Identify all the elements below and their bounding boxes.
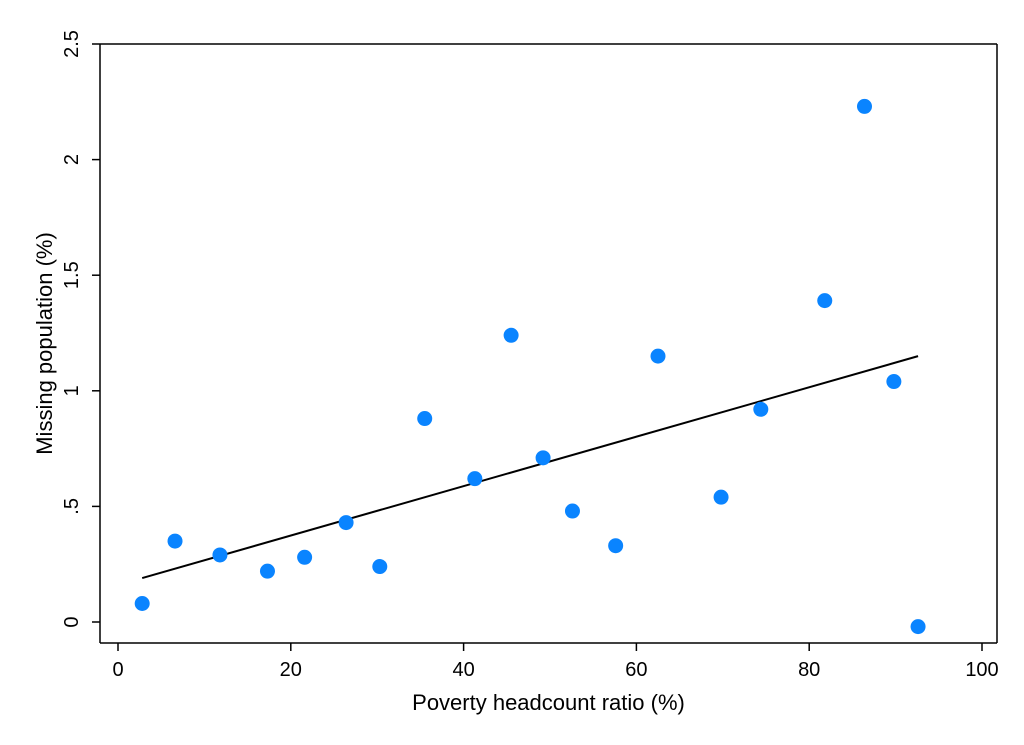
x-tick-label: 40 — [452, 659, 474, 681]
y-tick-label: 1 — [61, 385, 83, 396]
x-axis-title: Poverty headcount ratio (%) — [412, 690, 685, 715]
data-point — [134, 596, 150, 612]
data-point — [212, 547, 228, 563]
data-point — [886, 374, 902, 390]
y-tick-label: .5 — [61, 498, 83, 515]
x-tick-label: 0 — [112, 659, 123, 681]
x-tick-label: 60 — [625, 659, 647, 681]
data-point — [467, 471, 483, 487]
y-ticks: 0 .5 1 1.5 2 2.5 — [61, 30, 100, 628]
data-point — [608, 538, 624, 554]
fit-line-layer — [141, 355, 919, 580]
data-points-layer — [134, 98, 926, 635]
x-tick-label: 100 — [965, 659, 998, 681]
data-point — [372, 559, 388, 575]
data-point — [817, 293, 833, 309]
y-tick-label: 1.5 — [61, 261, 83, 289]
y-tick-label: 2 — [61, 154, 83, 165]
data-point — [650, 348, 666, 364]
x-ticks: 0 20 40 60 80 100 — [112, 643, 999, 681]
data-point — [167, 533, 183, 549]
data-point — [338, 515, 354, 531]
data-point — [753, 401, 769, 417]
data-point — [503, 327, 519, 343]
data-point — [713, 489, 729, 505]
x-tick-label: 80 — [798, 659, 820, 681]
y-tick-label: 2.5 — [61, 30, 83, 58]
data-point — [297, 549, 313, 565]
data-point — [259, 563, 275, 579]
x-tick-label: 20 — [280, 659, 302, 681]
data-point — [910, 619, 926, 635]
fit-line — [141, 355, 919, 580]
data-point — [856, 98, 872, 114]
y-axis-title: Missing population (%) — [32, 232, 57, 455]
data-point — [564, 503, 580, 519]
y-tick-label: 0 — [61, 616, 83, 627]
data-point — [535, 450, 551, 466]
data-point — [417, 411, 433, 427]
